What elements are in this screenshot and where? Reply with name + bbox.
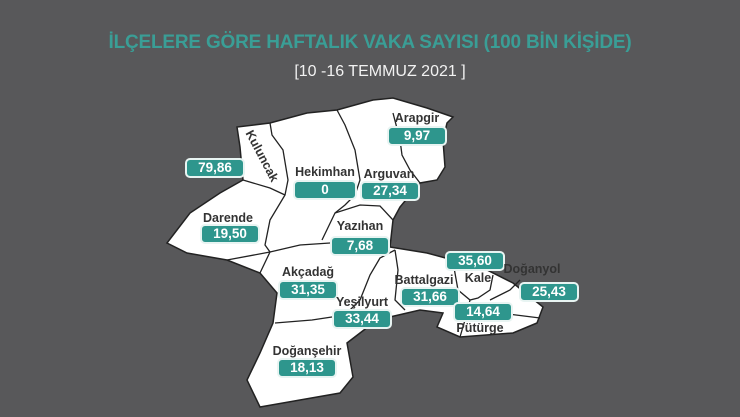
district-value-darende: 19,50 — [200, 224, 260, 244]
district-name-darende: Darende — [202, 211, 254, 225]
district-name-doganyol: Doğanyol — [503, 262, 561, 276]
district-value-kale: 35,60 — [445, 251, 505, 271]
district-value-yazihan: 7,68 — [330, 236, 390, 256]
district-value-yesilyurt: 33,44 — [332, 309, 392, 329]
district-name-hekimhan: Hekimhan — [295, 165, 355, 179]
district-value-puturge: 14,64 — [453, 302, 513, 322]
district-value-kuluncak: 79,86 — [185, 158, 245, 178]
district-value-arapgir: 9,97 — [387, 126, 447, 146]
district-value-hekimhan: 0 — [293, 180, 357, 200]
district-value-doganyol: 25,43 — [519, 282, 579, 302]
district-name-kale: Kale — [464, 271, 492, 285]
district-value-akcadag: 31,35 — [278, 280, 338, 300]
district-value-arguvan: 27,34 — [360, 181, 420, 201]
district-name-akcadag: Akçadağ — [281, 265, 335, 279]
district-name-dogansehir: Doğanşehir — [272, 344, 342, 358]
map-title: İLÇELERE GÖRE HAFTALIK VAKA SAYISI (100 … — [108, 32, 632, 53]
district-name-arapgir: Arapgir — [394, 111, 440, 125]
district-name-puturge: Pütürge — [456, 321, 504, 335]
district-borders — [226, 109, 541, 338]
district-value-dogansehir: 18,13 — [277, 358, 337, 378]
district-name-yazihan: Yazıhan — [336, 219, 384, 233]
date-range: [10 -16 TEMMUZ 2021 ] — [294, 63, 466, 80]
district-value-battalgazi: 31,66 — [400, 287, 460, 307]
district-name-yesilyurt: Yeşilyurt — [335, 295, 389, 309]
district-name-battalgazi: Battalgazi — [394, 273, 454, 287]
district-name-arguvan: Arguvan — [363, 167, 415, 181]
